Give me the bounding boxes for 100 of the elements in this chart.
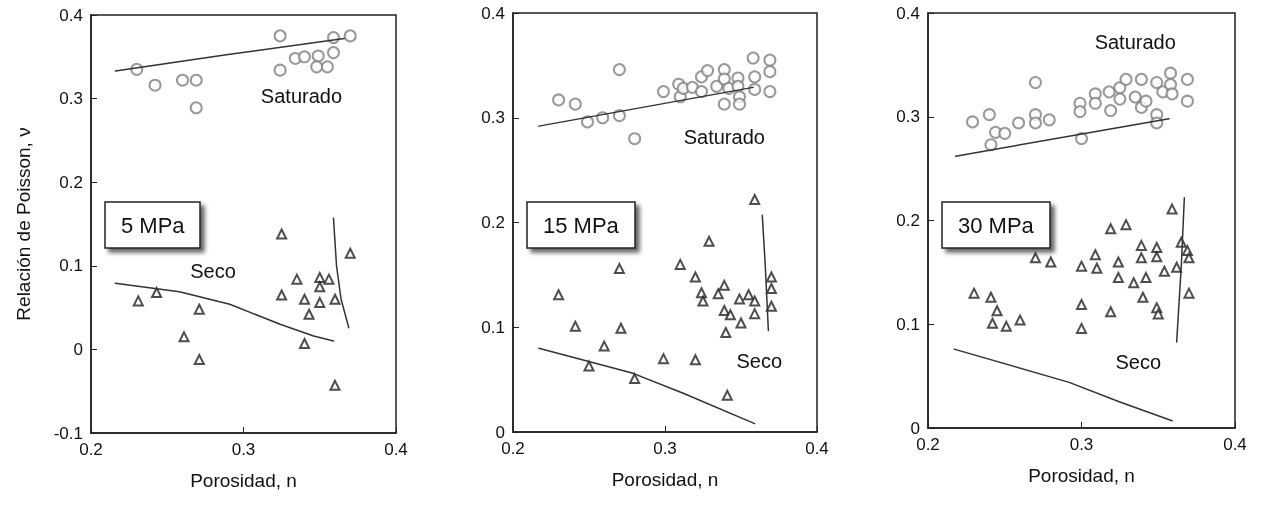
y-tick-label: -0.1 bbox=[53, 423, 83, 443]
point bbox=[724, 309, 736, 321]
text: 5 MPa bbox=[121, 212, 186, 238]
point bbox=[553, 289, 565, 301]
y-tick-label: 0.3 bbox=[481, 108, 505, 128]
point bbox=[732, 97, 746, 111]
point bbox=[1112, 256, 1124, 268]
point bbox=[1102, 85, 1116, 99]
point bbox=[189, 101, 203, 115]
point bbox=[193, 303, 205, 315]
point bbox=[329, 293, 341, 305]
point bbox=[763, 53, 777, 67]
y-tick-label: 0.2 bbox=[59, 172, 83, 192]
point bbox=[746, 51, 760, 65]
point bbox=[1166, 203, 1178, 215]
point bbox=[749, 295, 761, 307]
point bbox=[1029, 252, 1041, 264]
point bbox=[291, 273, 303, 285]
point bbox=[765, 282, 777, 294]
annotation: Saturado bbox=[260, 85, 343, 108]
point bbox=[1091, 262, 1103, 274]
x-axis-title: Porosidad, n bbox=[1028, 465, 1135, 486]
point bbox=[1180, 72, 1194, 86]
y-tick-label: 0.4 bbox=[59, 5, 83, 25]
point bbox=[1076, 260, 1087, 272]
annotation: Seco bbox=[190, 259, 236, 282]
point bbox=[615, 322, 627, 334]
point bbox=[189, 73, 203, 87]
point bbox=[694, 85, 708, 99]
x-tick-label: 0.2 bbox=[916, 435, 940, 454]
point bbox=[568, 97, 582, 111]
text: 15 MPa bbox=[543, 212, 620, 238]
point bbox=[701, 64, 715, 78]
point bbox=[717, 97, 731, 111]
point bbox=[968, 287, 980, 299]
point bbox=[1183, 287, 1195, 299]
point bbox=[984, 138, 998, 152]
y-tick-label: 0.1 bbox=[896, 314, 920, 334]
y-tick-label: 0.2 bbox=[481, 213, 505, 232]
point bbox=[276, 289, 288, 301]
point bbox=[710, 79, 724, 93]
point bbox=[1152, 308, 1164, 320]
y-tick-label: 0.1 bbox=[59, 256, 83, 276]
line-series bbox=[953, 348, 1173, 422]
annotation: Seco bbox=[1115, 350, 1162, 373]
y-tick-label: 0.4 bbox=[481, 3, 505, 23]
point bbox=[695, 287, 707, 299]
y-tick-label: 0 bbox=[910, 418, 920, 438]
point bbox=[1135, 239, 1147, 251]
y-tick-label: 0 bbox=[495, 422, 505, 442]
point bbox=[178, 331, 190, 343]
x-tick-label: 0.4 bbox=[384, 440, 408, 459]
point bbox=[697, 295, 709, 307]
point bbox=[1012, 116, 1026, 130]
point bbox=[329, 379, 341, 391]
point bbox=[674, 258, 686, 270]
point bbox=[176, 73, 189, 87]
point bbox=[1171, 261, 1183, 273]
point bbox=[703, 235, 715, 247]
annotation: Saturado bbox=[683, 125, 765, 148]
point bbox=[303, 308, 315, 320]
point bbox=[657, 353, 669, 365]
point bbox=[966, 115, 980, 129]
point bbox=[1151, 251, 1163, 263]
y-tick-label: 0.3 bbox=[59, 89, 83, 109]
point bbox=[311, 49, 325, 63]
y-tick-label: 0.4 bbox=[896, 3, 920, 23]
point bbox=[569, 320, 581, 332]
point bbox=[310, 60, 324, 74]
point bbox=[733, 293, 745, 305]
point bbox=[721, 389, 733, 401]
point bbox=[712, 288, 724, 300]
text: 30 MPa bbox=[958, 212, 1035, 238]
point bbox=[718, 304, 730, 316]
point bbox=[132, 295, 144, 307]
x-tick-label: 0.2 bbox=[79, 440, 103, 459]
point bbox=[148, 78, 162, 92]
point bbox=[1000, 320, 1012, 332]
point bbox=[689, 354, 701, 366]
point bbox=[991, 305, 1003, 317]
annotation: Saturado bbox=[1094, 31, 1176, 54]
point bbox=[1158, 265, 1170, 277]
point bbox=[1150, 76, 1164, 90]
point bbox=[743, 289, 755, 301]
point bbox=[763, 85, 777, 99]
point bbox=[763, 65, 777, 79]
point bbox=[320, 60, 334, 74]
point bbox=[1151, 241, 1163, 253]
point bbox=[1104, 104, 1118, 118]
point bbox=[1089, 249, 1101, 261]
x-tick-label: 0.3 bbox=[231, 440, 256, 459]
point bbox=[765, 271, 777, 283]
point bbox=[982, 108, 996, 122]
line-series bbox=[114, 282, 335, 342]
point bbox=[1076, 322, 1087, 334]
x-axis-title: Porosidad, n bbox=[190, 470, 297, 491]
x-tick-label: 0.3 bbox=[1069, 435, 1094, 454]
point bbox=[985, 291, 997, 303]
point bbox=[1042, 113, 1056, 127]
annotation: Seco bbox=[736, 349, 783, 372]
